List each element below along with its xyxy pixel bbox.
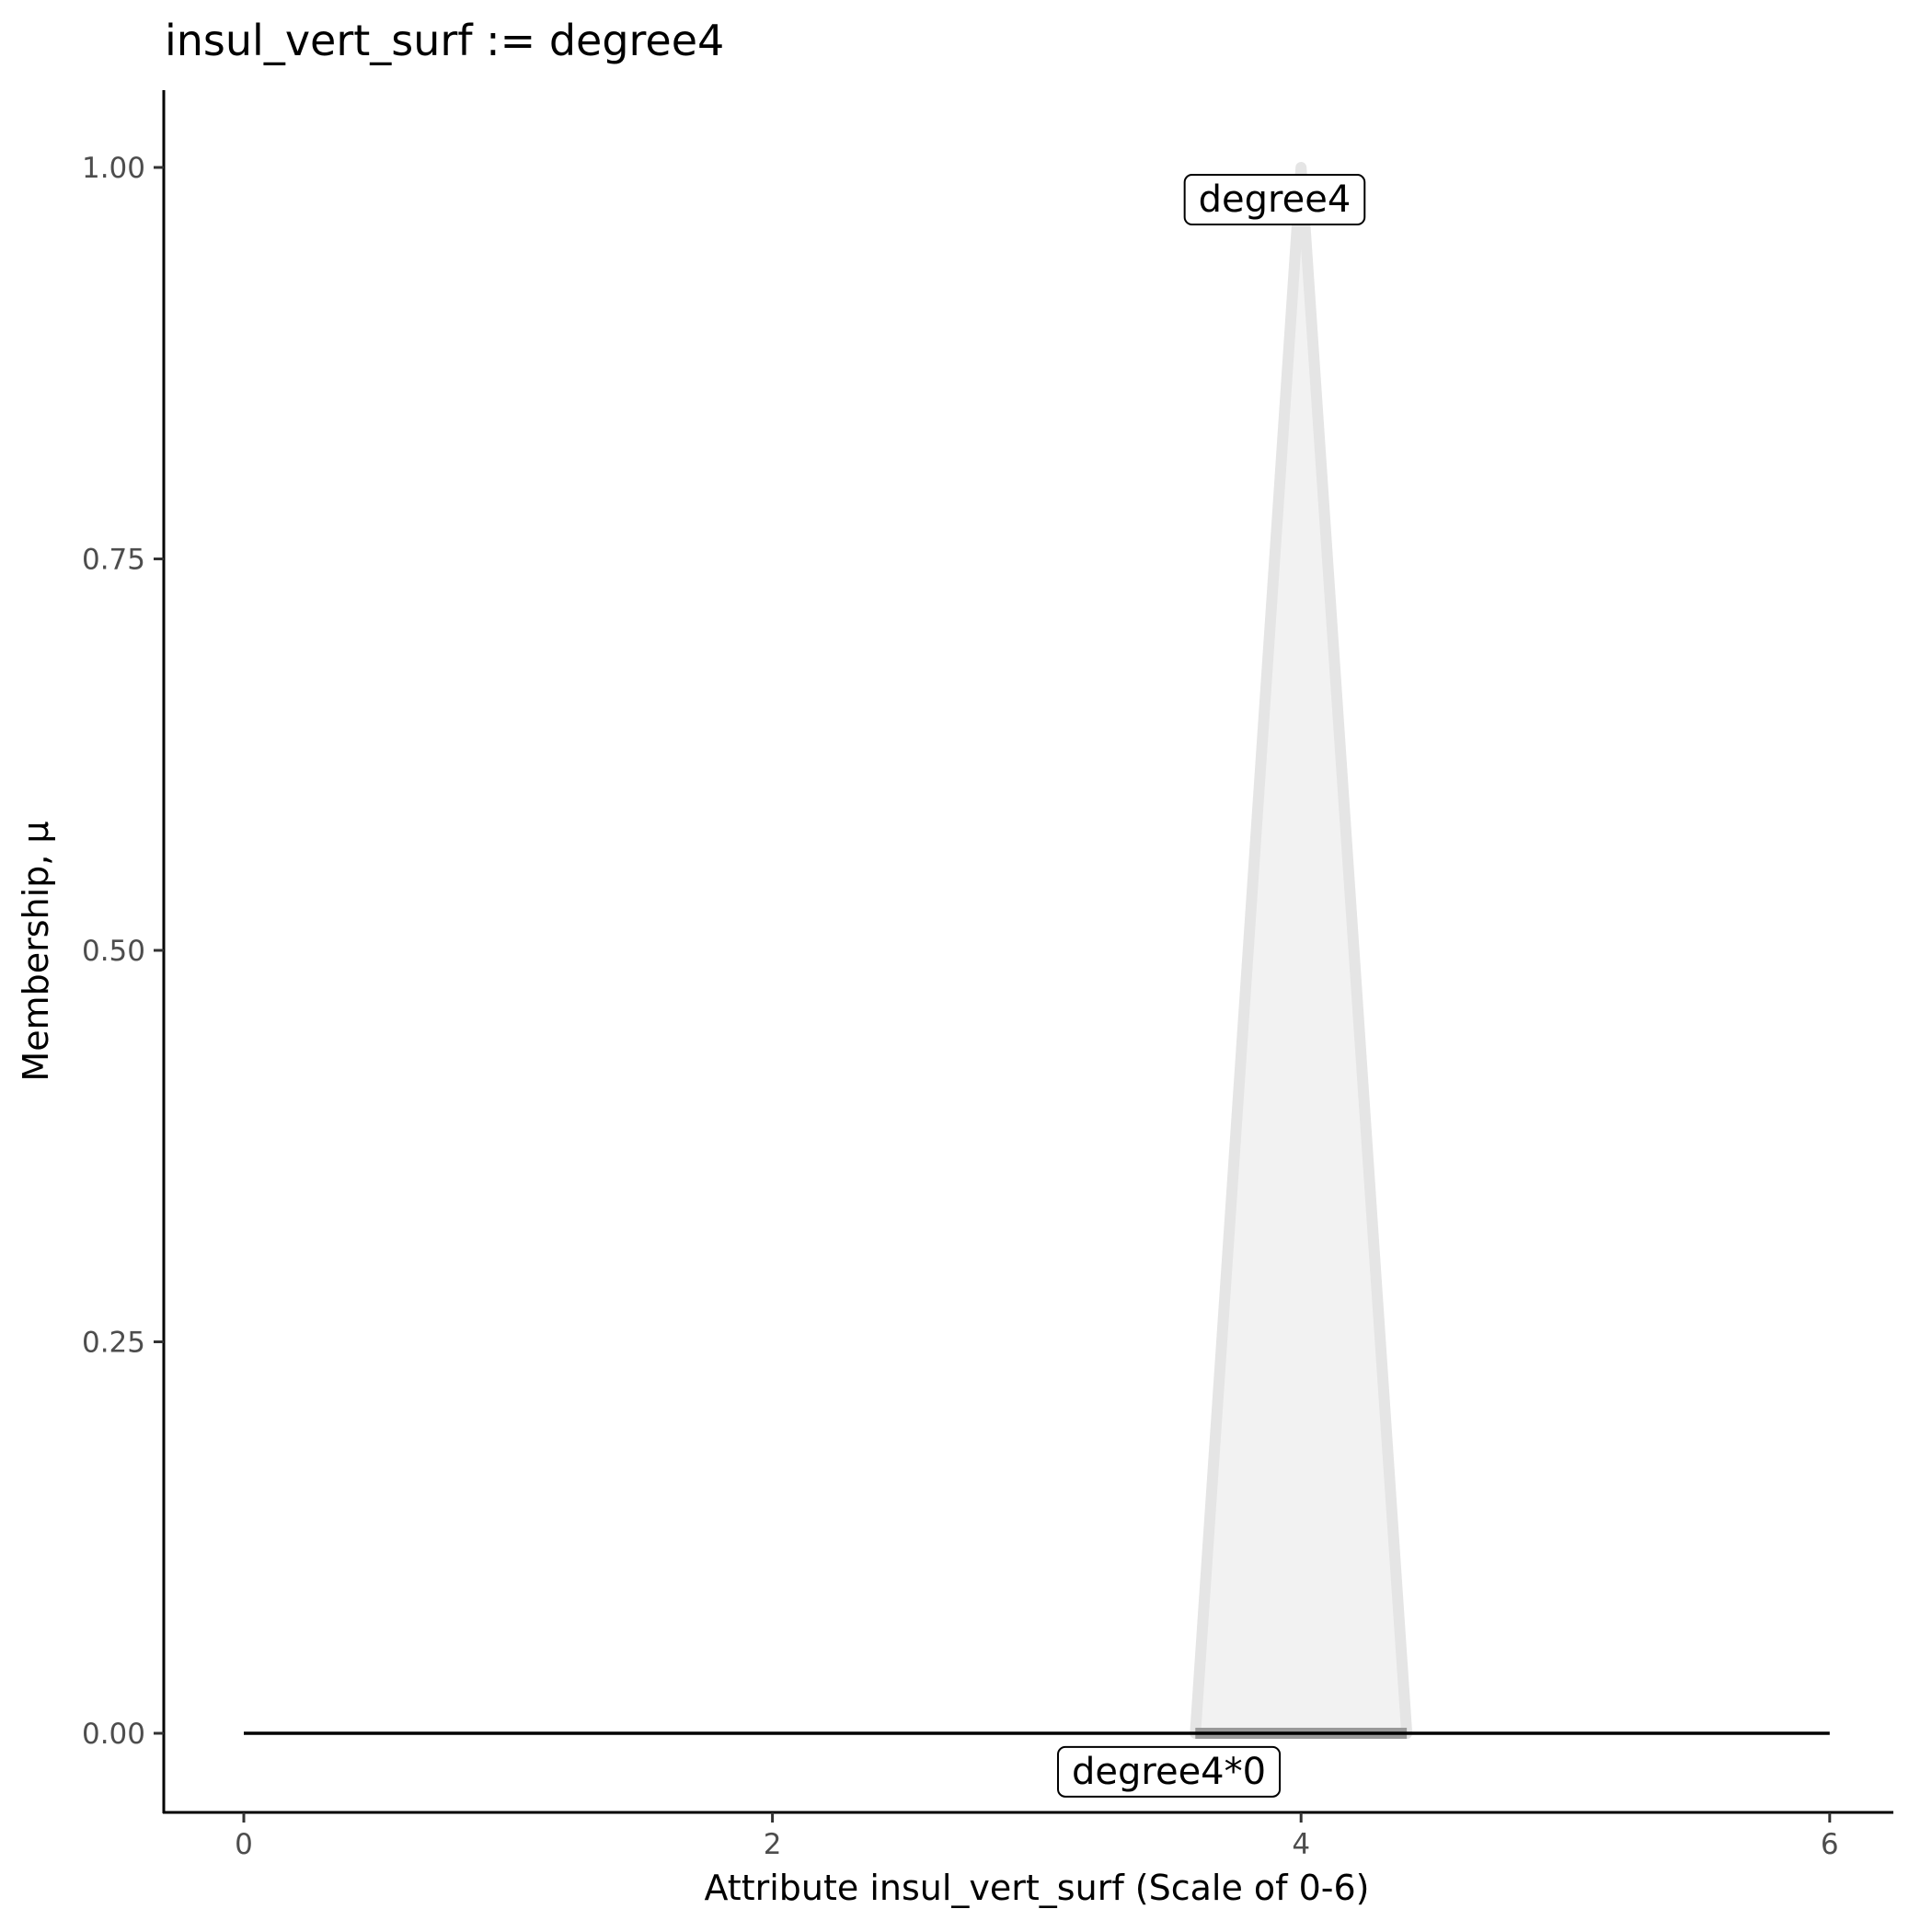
y-axis-ticks: 0.00 0.25 0.50 0.75 1.00	[82, 152, 164, 1751]
annotation-text: degree4	[1199, 178, 1351, 221]
annotation-box	[1057, 1745, 1282, 1798]
y-tick-label: 0.50	[82, 935, 145, 968]
annotation-label: degree4	[1183, 174, 1366, 226]
y-tick-label: 0.00	[82, 1718, 145, 1751]
chart-title: insul_vert_surf := degree4	[165, 16, 724, 65]
annotation-text: degree4*0	[1072, 1751, 1266, 1793]
annotation-box	[1183, 174, 1366, 226]
annotation-label: degree4*0	[1057, 1745, 1282, 1798]
x-tick-label: 6	[1821, 1828, 1839, 1861]
y-tick-label: 1.00	[82, 152, 145, 185]
membership-triangle-degree4	[1190, 162, 1413, 1739]
x-tick-label: 2	[764, 1828, 782, 1861]
x-tick-label: 4	[1292, 1828, 1310, 1861]
x-axis-label: Attribute insul_vert_surf (Scale of 0-6)	[704, 1868, 1369, 1908]
x-axis-ticks: 0 2 4 6	[235, 1812, 1839, 1861]
y-axis-label: Membership, μ	[16, 821, 56, 1081]
y-tick-label: 0.75	[82, 544, 145, 577]
y-tick-label: 0.25	[82, 1327, 145, 1360]
plot-area: degree4 degree4*0	[244, 162, 1830, 1798]
x-tick-label: 0	[235, 1828, 253, 1861]
